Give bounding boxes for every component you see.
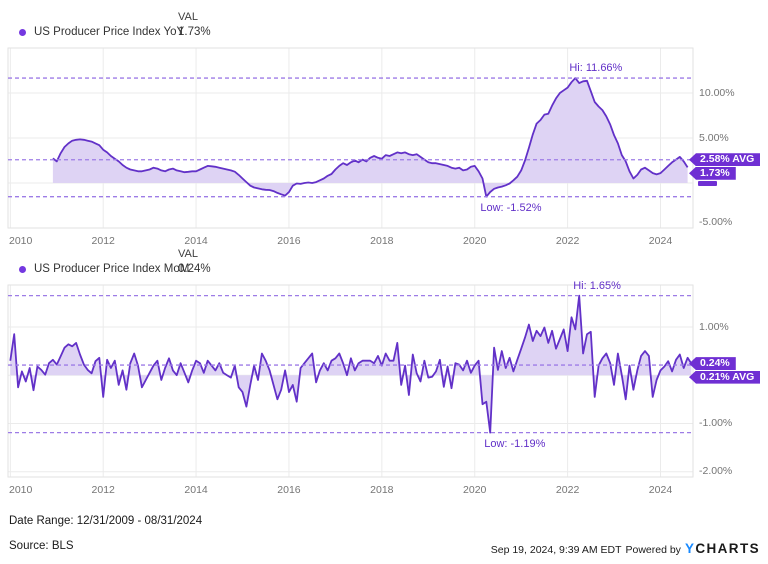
x-tick-label: 2020	[463, 235, 487, 247]
hi-annotation: Hi: 1.65%	[573, 279, 621, 292]
y-axis-label: 10.00%	[699, 87, 735, 99]
series-marker-icon	[19, 266, 26, 273]
x-tick-label: 2012	[91, 235, 115, 247]
x-tick-label: 2018	[370, 235, 394, 247]
last-value-badge: 0.24%	[689, 357, 736, 371]
ycharts-logo-y: Y	[684, 541, 696, 556]
x-tick-label: 2022	[555, 484, 580, 496]
footer-attribution: Sep 19, 2024, 9:39 AM EDT Powered by YCH…	[491, 541, 760, 556]
y-axis-label: -2.00%	[699, 465, 733, 477]
last-value-badge: 1.73%	[689, 166, 736, 180]
y-axis-label: -1.00%	[699, 417, 733, 430]
x-tick-label: 2018	[370, 484, 394, 496]
source-label: Source: BLS	[9, 540, 74, 552]
timestamp-label: Sep 19, 2024, 9:39 AM EDT	[490, 544, 622, 556]
x-tick-label: 2010	[9, 484, 33, 496]
x-tick-label: 2014	[184, 484, 208, 496]
x-tick-label: 2012	[91, 484, 115, 496]
ycharts-logo[interactable]: YCHARTS	[685, 541, 760, 556]
x-tick-label: 2024	[648, 484, 673, 496]
x-tick-label: 2010	[9, 235, 33, 247]
val-column-header: VAL	[178, 11, 198, 23]
series-value: 1.73%	[178, 26, 211, 38]
ycharts-logo-text: CHARTS	[695, 541, 760, 556]
series-label: US Producer Price Index YoY	[34, 26, 185, 38]
x-tick-label: 2022	[555, 235, 580, 247]
y-axis-label: -5.00%	[699, 216, 733, 228]
y-axis-label: 5.00%	[699, 132, 729, 144]
x-tick-label: 2024	[648, 235, 673, 247]
x-tick-label: 2016	[277, 484, 301, 496]
avg-value-badge: 0.21% AVG	[689, 370, 761, 384]
x-tick-label: 2014	[184, 235, 208, 247]
x-tick-label: 2016	[277, 235, 301, 247]
y-axis-label: 1.00%	[699, 320, 729, 333]
low-annotation: Low: -1.19%	[484, 437, 546, 450]
series-label: US Producer Price Index MoM	[34, 263, 190, 275]
powered-by-label: Powered by	[625, 544, 681, 556]
val-column-header: VAL	[178, 248, 198, 260]
badge-fragment	[698, 181, 717, 186]
series-value: 0.24%	[178, 263, 211, 275]
x-tick-label: 2020	[463, 484, 487, 496]
hi-annotation: Hi: 11.66%	[569, 62, 623, 75]
date-range-label: Date Range: 12/31/2009 - 08/31/2024	[9, 515, 203, 527]
series-marker-icon	[19, 29, 26, 36]
low-annotation: Low: -1.52%	[480, 201, 542, 214]
avg-value-badge: 2.58% AVG	[689, 153, 761, 167]
